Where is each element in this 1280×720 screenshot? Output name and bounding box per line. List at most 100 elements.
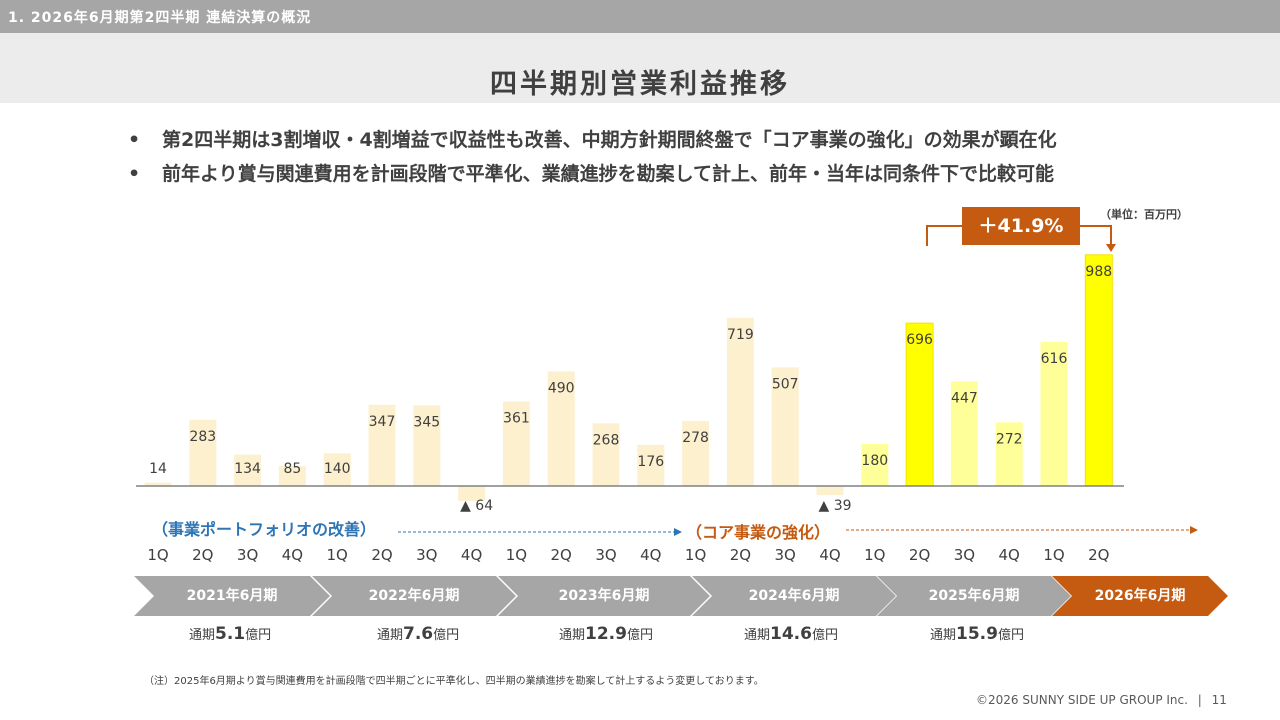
bar-value-label-17: 696 [906, 332, 933, 348]
growth-rate-badge: ＋41.9% [962, 207, 1080, 245]
bar-4 [323, 453, 351, 486]
bar-3 [278, 466, 306, 486]
quarter-label: 3Q [953, 546, 976, 564]
quarter-label: 2Q [908, 546, 931, 564]
annual-total-value: 14.6 [770, 624, 812, 644]
quarter-label: 2Q [729, 546, 752, 564]
bar-value-label-15: ▲ 39 [818, 498, 851, 514]
fiscal-year-chevron: 2023年6月期 [498, 576, 710, 616]
bar-14 [771, 367, 799, 486]
annual-total-unit: 億円 [811, 628, 838, 643]
quarter-label: 4Q [460, 546, 483, 564]
annual-total-value: 5.1 [215, 624, 246, 644]
bar-9 [547, 371, 575, 486]
bar-value-label-9: 490 [548, 380, 575, 396]
quarter-label: 1Q [684, 546, 707, 564]
quarter-label: 3Q [595, 546, 617, 564]
bar-13 [726, 317, 754, 486]
quarter-label: 1Q [1043, 546, 1065, 564]
bar-value-label-20: 616 [1041, 351, 1068, 367]
phase-label-core: （コア事業の強化） [686, 523, 831, 542]
bar-5 [368, 404, 396, 486]
bullet-text-1: 第2四半期は3割増収・4割増益で収益性も改善、中期方針期間終盤で「コア事業の強化… [162, 129, 1057, 151]
growth-bracket-right [1080, 225, 1112, 246]
bar-8 [502, 401, 530, 486]
annual-total: 通期15.9億円 [930, 624, 1024, 644]
bullet-symbol: • [128, 163, 141, 185]
bar-value-label-2: 134 [234, 461, 261, 477]
annual-total: 通期14.6億円 [744, 624, 838, 644]
fiscal-year-chevron: 2024年6月期 [692, 576, 896, 616]
quarter-label: 2Q [371, 546, 393, 564]
bar-2 [234, 454, 262, 486]
bar-value-label-7: ▲ 64 [460, 498, 493, 514]
bar-value-label-3: 85 [283, 461, 301, 477]
phase-arrow-portfolio-head [674, 528, 682, 536]
bar-17 [905, 322, 934, 487]
bar-value-label-19: 272 [996, 431, 1023, 447]
bar-value-label-8: 361 [503, 411, 530, 427]
bar-value-label-5: 347 [369, 414, 396, 430]
bar-value-label-21: 988 [1085, 264, 1112, 280]
quarter-label: 2Q [192, 546, 214, 564]
phase-arrow-core-head [1190, 526, 1198, 534]
quarter-label: 4Q [640, 546, 662, 564]
bar-value-label-16: 180 [861, 453, 888, 469]
annual-total-unit: 億円 [997, 628, 1024, 643]
quarter-label: 3Q [236, 546, 259, 564]
bar-value-label-11: 176 [637, 454, 664, 470]
annual-total-unit: 億円 [626, 628, 653, 643]
annual-total-unit: 億円 [245, 628, 272, 643]
annual-total-value: 7.6 [403, 624, 434, 644]
quarter-label: 3Q [416, 546, 438, 564]
unit-label: （単位：百万円） [1100, 208, 1188, 221]
bar-6 [413, 405, 441, 486]
quarter-label: 4Q [819, 546, 841, 564]
section-header-text: 1. 2026年6月期第2四半期 連結決算の概況 [8, 10, 312, 26]
bar-value-label-6: 345 [413, 414, 440, 430]
bar-21 [1084, 254, 1113, 487]
quarter-label: 1Q [864, 546, 886, 564]
copyright: ©2026 SUNNY SIDE UP GROUP Inc. [976, 693, 1188, 707]
bar-value-label-1: 283 [189, 429, 216, 445]
footer-separator: | [1197, 693, 1202, 707]
annual-total: 通期12.9億円 [559, 624, 653, 644]
annual-total-value: 12.9 [585, 624, 627, 644]
page-number: 11 [1211, 693, 1227, 707]
growth-arrow-head [1106, 244, 1116, 252]
bar-19 [995, 422, 1023, 486]
annual-total-prefix: 通期 [744, 628, 771, 643]
bar-20 [1040, 341, 1068, 486]
bar-1 [189, 419, 217, 486]
fiscal-year-chevron: 2026年6月期 [1052, 576, 1228, 616]
annual-total-prefix: 通期 [930, 628, 957, 643]
bar-11 [637, 444, 665, 486]
bar-0 [144, 482, 172, 486]
bar-value-label-12: 278 [682, 430, 709, 446]
growth-bracket-left [926, 225, 962, 246]
quarter-label: 1Q [326, 546, 348, 564]
page-title: 四半期別営業利益推移 [490, 69, 790, 100]
bar-value-label-4: 140 [324, 461, 351, 477]
quarter-label: 1Q [505, 546, 528, 564]
bullet-item-1: • 第2四半期は3割増収・4割増益で収益性も改善、中期方針期間終盤で「コア事業の強… [128, 125, 1057, 152]
quarter-label: 4Q [998, 546, 1020, 564]
quarter-label: 2Q [550, 546, 572, 564]
bar-10 [592, 423, 620, 486]
quarter-label: 4Q [281, 546, 304, 564]
phase-label-portfolio: （事業ポートフォリオの改善） [152, 520, 377, 539]
footnote: （注）2025年6月期より賞与関連費用を計画段階で四半期ごとに平準化し、四半期の… [144, 676, 764, 687]
footer: ©2026 SUNNY SIDE UP GROUP Inc. | 11 [976, 693, 1227, 707]
annual-total: 通期7.6億円 [377, 624, 459, 644]
annual-total-prefix: 通期 [559, 628, 586, 643]
fiscal-year-chevron: 2021年6月期 [134, 576, 330, 616]
bullet-text-2: 前年より賞与関連費用を計画段階で平準化、業績進捗を勘案して計上、前年・当年は同条… [162, 163, 1055, 185]
quarter-label: 3Q [774, 546, 796, 564]
annual-total-prefix: 通期 [377, 628, 404, 643]
bar-value-label-14: 507 [772, 376, 799, 392]
quarter-label: 1Q [147, 546, 169, 564]
title-band [0, 33, 1280, 103]
bar-18 [950, 381, 978, 486]
fiscal-year-chevron: 2025年6月期 [877, 576, 1071, 616]
